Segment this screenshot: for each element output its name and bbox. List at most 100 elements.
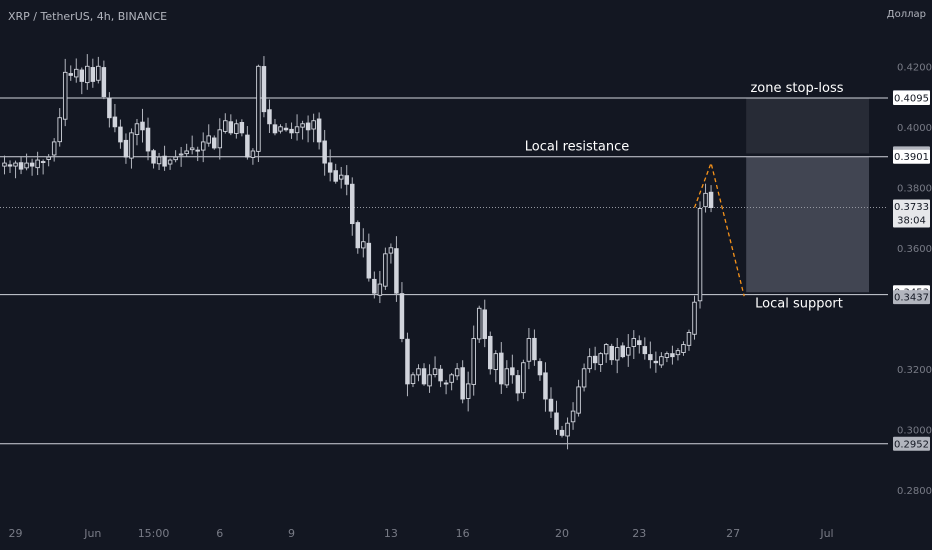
- candle-83: [460, 360, 465, 404]
- price-tag-6: 0.3437: [893, 290, 930, 305]
- candle-87: [482, 299, 487, 348]
- x-tick-label-10: Jul: [819, 527, 833, 540]
- y-tick-label-2: 0.3800: [897, 183, 932, 194]
- candle-119: [659, 352, 664, 368]
- level-label-0: zone stop-loss: [750, 81, 843, 96]
- candle-37: [206, 124, 211, 147]
- candles-layer: [2, 54, 714, 450]
- candle-3: [18, 156, 24, 175]
- candle-125: [692, 295, 697, 340]
- candle-118: [653, 351, 659, 373]
- candle-65: [361, 228, 366, 258]
- time-axis[interactable]: 29 Jun 15:00 6 9 13 16 20 23 27 Jul: [9, 527, 834, 540]
- candle-57: [316, 112, 322, 150]
- candle-109: [603, 343, 609, 363]
- candle-85: [471, 325, 476, 396]
- candle-24: [134, 118, 140, 146]
- candle-42: [234, 119, 239, 139]
- candle-35: [195, 146, 200, 162]
- candle-112: [620, 342, 625, 359]
- candle-86: [476, 305, 482, 343]
- price-axis-title[interactable]: Доллар: [886, 9, 926, 20]
- candle-75: [416, 364, 421, 382]
- price-axis[interactable]: 0.4200 0.4000 0.3800 0.3600 0.3200 0.3000 0.28…: [893, 62, 932, 497]
- candle-117: [648, 341, 653, 369]
- candle-0: [2, 155, 7, 175]
- candle-19: [107, 92, 112, 128]
- x-tick-label-1: Jun: [83, 527, 101, 540]
- y-tick-label-5: 0.3000: [897, 425, 932, 436]
- candle-51: [283, 123, 289, 132]
- candle-8: [46, 154, 51, 167]
- candle-128: [708, 185, 714, 213]
- candle-69: [383, 247, 388, 290]
- candle-100: [554, 400, 559, 435]
- candle-96: [532, 329, 537, 366]
- candle-50: [278, 124, 283, 134]
- candle-95: [526, 328, 532, 370]
- candle-108: [598, 352, 603, 372]
- candle-13: [74, 58, 79, 83]
- candle-127: [703, 183, 708, 213]
- candle-88: [488, 331, 493, 375]
- candle-36: [200, 132, 206, 163]
- price-tag-label: 0.3733: [894, 202, 929, 213]
- candle-90: [499, 342, 504, 394]
- price-tag-label: 0.3437: [894, 293, 929, 304]
- x-tick-label-2: 15:00: [138, 527, 170, 540]
- price-tag-countdown: 38:04: [897, 216, 926, 227]
- candle-74: [410, 372, 416, 388]
- x-tick-label-4: 9: [288, 527, 295, 540]
- candle-67: [372, 271, 377, 299]
- y-tick-label-3: 0.3600: [897, 244, 932, 255]
- candle-77: [427, 364, 432, 393]
- candle-28: [156, 152, 162, 171]
- candle-71: [394, 236, 399, 302]
- candle-97: [537, 358, 543, 381]
- candle-94: [521, 359, 526, 399]
- candle-41: [228, 114, 234, 136]
- candle-81: [449, 372, 454, 391]
- x-tick-label-0: 29: [9, 527, 23, 540]
- projection-path: [693, 160, 745, 297]
- candle-61: [338, 166, 344, 189]
- candle-27: [151, 148, 156, 169]
- candle-107: [592, 346, 598, 371]
- candle-45: [250, 148, 256, 165]
- candle-116: [642, 337, 648, 360]
- zone-box-1: [746, 156, 869, 293]
- candle-92: [510, 354, 515, 384]
- candle-103: [570, 402, 576, 430]
- candle-7: [40, 159, 46, 175]
- candle-106: [587, 348, 592, 373]
- candle-78: [432, 356, 438, 378]
- candle-55: [305, 115, 311, 143]
- candle-82: [454, 363, 460, 381]
- candle-39: [217, 118, 223, 160]
- candle-63: [350, 177, 355, 236]
- candle-70: [388, 243, 394, 264]
- price-tag-label: 0.2952: [894, 439, 929, 450]
- candle-113: [626, 334, 631, 367]
- candle-48: [267, 99, 272, 134]
- candle-114: [631, 330, 637, 360]
- y-tick-label-1: 0.4000: [897, 123, 932, 134]
- zones-layer: [746, 98, 869, 293]
- level-labels-layer: zone stop-loss Local resistance Local supp…: [525, 81, 844, 312]
- candle-1: [7, 160, 13, 173]
- candle-89: [493, 350, 499, 383]
- y-tick-label-6: 0.2800: [897, 486, 932, 497]
- price-tag-1: 0.4095: [893, 91, 930, 106]
- candle-62: [344, 165, 349, 196]
- candle-21: [118, 119, 123, 149]
- price-tag-label: 0.3901: [894, 152, 929, 163]
- candle-32: [178, 146, 184, 167]
- candle-54: [300, 120, 305, 140]
- x-tick-label-6: 16: [456, 527, 470, 540]
- candle-44: [245, 126, 250, 160]
- candle-66: [366, 233, 372, 282]
- candle-56: [311, 113, 316, 143]
- candle-33: [184, 143, 189, 157]
- x-tick-label-8: 23: [632, 527, 646, 540]
